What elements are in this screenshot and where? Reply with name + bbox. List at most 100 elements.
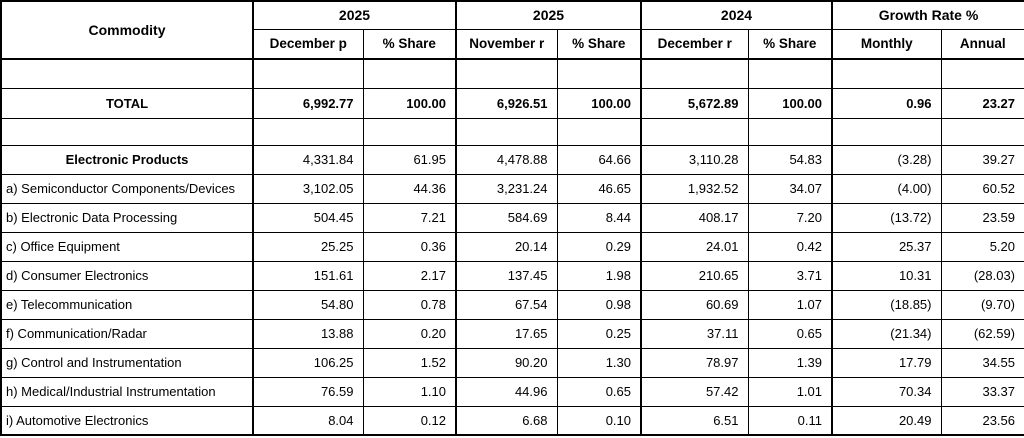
value-cell: 24.01 bbox=[640, 231, 749, 262]
value-cell: 2.17 bbox=[362, 260, 457, 291]
value-cell: 1.01 bbox=[747, 376, 833, 407]
year-group-header-2024-dec: 2024 bbox=[640, 0, 833, 30]
commodity-cell: d) Consumer Electronics bbox=[0, 260, 254, 291]
value-cell: 90.20 bbox=[455, 347, 558, 378]
value-cell: 23.27 bbox=[940, 87, 1024, 119]
value-cell: 23.56 bbox=[940, 405, 1024, 436]
blank-cell bbox=[940, 58, 1024, 89]
value-cell: 3,231.24 bbox=[455, 173, 558, 204]
value-cell: 0.78 bbox=[362, 289, 457, 320]
commodity-cell: e) Telecommunication bbox=[0, 289, 254, 320]
commodity-cell: b) Electronic Data Processing bbox=[0, 202, 254, 233]
table-row-semiconductor: a) Semiconductor Components/Devices 3,10… bbox=[0, 173, 1024, 204]
value-cell: 6.51 bbox=[640, 405, 749, 436]
blank-cell bbox=[0, 117, 254, 146]
value-cell: 0.42 bbox=[747, 231, 833, 262]
value-cell: 76.59 bbox=[252, 376, 364, 407]
value-cell: 3,102.05 bbox=[252, 173, 364, 204]
value-cell: 67.54 bbox=[455, 289, 558, 320]
column-header-share-3: % Share bbox=[747, 28, 833, 60]
commodity-cell: f) Communication/Radar bbox=[0, 318, 254, 349]
value-cell: 44.96 bbox=[455, 376, 558, 407]
value-cell: 25.37 bbox=[831, 231, 942, 262]
value-cell: 17.79 bbox=[831, 347, 942, 378]
blank-cell bbox=[831, 117, 942, 146]
value-cell: 0.96 bbox=[831, 87, 942, 119]
blank-cell bbox=[252, 117, 364, 146]
column-header-share-1: % Share bbox=[362, 28, 457, 60]
value-cell: (21.34) bbox=[831, 318, 942, 349]
value-cell: 34.07 bbox=[747, 173, 833, 204]
value-cell: 0.98 bbox=[556, 289, 642, 320]
value-cell: 6,992.77 bbox=[252, 87, 364, 119]
value-cell: 0.20 bbox=[362, 318, 457, 349]
value-cell: 6,926.51 bbox=[455, 87, 558, 119]
table-row-medical-industrial: h) Medical/Industrial Instrumentation 76… bbox=[0, 376, 1024, 407]
value-cell: 1.07 bbox=[747, 289, 833, 320]
value-cell: 0.10 bbox=[556, 405, 642, 436]
value-cell: 8.44 bbox=[556, 202, 642, 233]
value-cell: 37.11 bbox=[640, 318, 749, 349]
value-cell: 3.71 bbox=[747, 260, 833, 291]
value-cell: 151.61 bbox=[252, 260, 364, 291]
column-header-share-2: % Share bbox=[556, 28, 642, 60]
value-cell: 100.00 bbox=[362, 87, 457, 119]
commodity-cell: i) Automotive Electronics bbox=[0, 405, 254, 436]
year-group-header-2025-dec: 2025 bbox=[252, 0, 457, 30]
blank-cell bbox=[640, 58, 749, 89]
value-cell: (13.72) bbox=[831, 202, 942, 233]
table-row-telecommunication: e) Telecommunication 54.80 0.78 67.54 0.… bbox=[0, 289, 1024, 320]
value-cell: 210.65 bbox=[640, 260, 749, 291]
value-cell: 0.12 bbox=[362, 405, 457, 436]
value-cell: 39.27 bbox=[940, 144, 1024, 175]
value-cell: 106.25 bbox=[252, 347, 364, 378]
value-cell: 6.68 bbox=[455, 405, 558, 436]
commodity-cell: TOTAL bbox=[0, 87, 254, 119]
value-cell: 0.65 bbox=[747, 318, 833, 349]
value-cell: 1.30 bbox=[556, 347, 642, 378]
value-cell: 64.66 bbox=[556, 144, 642, 175]
commodity-column-header: Commodity bbox=[0, 0, 254, 60]
table-row-blank bbox=[0, 117, 1024, 146]
blank-cell bbox=[831, 58, 942, 89]
blank-cell bbox=[640, 117, 749, 146]
value-cell: (28.03) bbox=[940, 260, 1024, 291]
value-cell: 57.42 bbox=[640, 376, 749, 407]
value-cell: 23.59 bbox=[940, 202, 1024, 233]
value-cell: 20.14 bbox=[455, 231, 558, 262]
blank-cell bbox=[556, 58, 642, 89]
value-cell: 1.39 bbox=[747, 347, 833, 378]
value-cell: 54.83 bbox=[747, 144, 833, 175]
blank-cell bbox=[747, 58, 833, 89]
header-year-row: Commodity 2025 2025 2024 Growth Rate % bbox=[0, 0, 1024, 60]
blank-cell bbox=[940, 117, 1024, 146]
commodity-cell: c) Office Equipment bbox=[0, 231, 254, 262]
blank-cell bbox=[252, 58, 364, 89]
header-sub-row: December p % Share November r % Share De… bbox=[1, 28, 1024, 60]
value-cell: 7.20 bbox=[747, 202, 833, 233]
value-cell: 61.95 bbox=[362, 144, 457, 175]
value-cell: 3,110.28 bbox=[640, 144, 749, 175]
value-cell: 0.65 bbox=[556, 376, 642, 407]
value-cell: 100.00 bbox=[556, 87, 642, 119]
blank-cell bbox=[455, 117, 558, 146]
value-cell: 10.31 bbox=[831, 260, 942, 291]
value-cell: 13.88 bbox=[252, 318, 364, 349]
value-cell: 46.65 bbox=[556, 173, 642, 204]
value-cell: 408.17 bbox=[640, 202, 749, 233]
value-cell: 5.20 bbox=[940, 231, 1024, 262]
table-row-blank bbox=[0, 58, 1024, 89]
value-cell: 504.45 bbox=[252, 202, 364, 233]
value-cell: 0.36 bbox=[362, 231, 457, 262]
value-cell: 4,331.84 bbox=[252, 144, 364, 175]
value-cell: 584.69 bbox=[455, 202, 558, 233]
commodity-cell: g) Control and Instrumentation bbox=[0, 347, 254, 378]
table-row-electronic-data-processing: b) Electronic Data Processing 504.45 7.2… bbox=[0, 202, 1024, 233]
value-cell: 44.36 bbox=[362, 173, 457, 204]
blank-cell bbox=[0, 58, 254, 89]
blank-cell bbox=[556, 117, 642, 146]
value-cell: 33.37 bbox=[940, 376, 1024, 407]
value-cell: 1.52 bbox=[362, 347, 457, 378]
value-cell: 0.25 bbox=[556, 318, 642, 349]
value-cell: 78.97 bbox=[640, 347, 749, 378]
